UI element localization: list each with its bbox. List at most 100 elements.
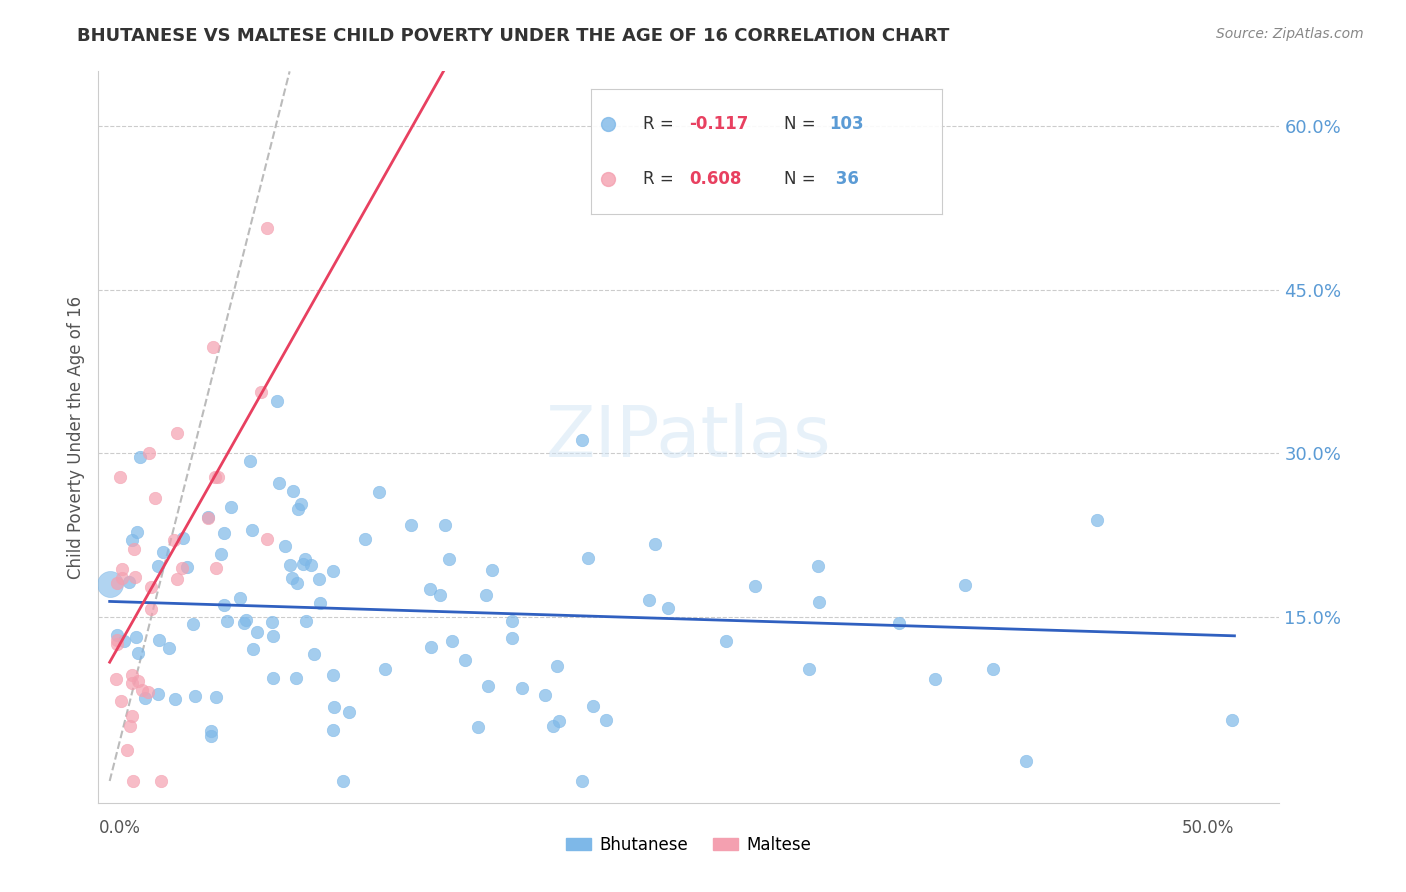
Point [322,564,344,578]
Point [429,588,451,602]
Text: 0.0%: 0.0% [98,819,141,838]
Point [131,683,153,698]
Point [981,662,1004,676]
Point [136,685,159,699]
Point [120,719,142,733]
Point [266,393,288,408]
Point [181,617,204,632]
Point [571,774,593,789]
Point [1222,713,1244,727]
Point [111,571,134,585]
Point [127,524,149,539]
Text: 36: 36 [830,170,859,188]
Point [332,774,354,789]
Point [214,598,236,612]
Point [139,581,162,595]
Point [285,671,308,685]
Point [249,384,271,399]
Point [285,576,308,591]
Point [437,552,460,566]
Point [125,631,148,645]
Point [111,562,134,576]
Point [121,676,143,690]
Point [337,706,360,720]
Point [200,729,222,743]
Point [127,646,149,660]
Point [475,588,498,602]
Text: -0.117: -0.117 [689,115,748,133]
Point [308,596,330,610]
Point [105,633,128,648]
Point [121,533,143,547]
Point [105,637,128,651]
Point [808,595,831,609]
Point [242,641,264,656]
Point [399,517,422,532]
Point [510,681,533,696]
Point [274,540,297,554]
Text: 0.608: 0.608 [689,170,741,188]
Point [110,694,132,708]
Point [204,469,226,483]
Point [256,532,278,546]
Point [299,558,322,573]
Point [163,691,186,706]
Point [501,614,523,628]
Point [294,552,316,566]
Point [128,450,150,464]
Point [533,689,555,703]
Point [953,578,976,592]
Point [98,577,121,591]
Point [124,570,146,584]
Point [354,532,377,546]
Point [262,630,284,644]
Text: 103: 103 [830,115,865,133]
Point [197,509,219,524]
Text: N =: N = [785,115,821,133]
Point [441,633,464,648]
Point [124,542,146,557]
Point [546,658,568,673]
Point [262,615,284,629]
Point [104,672,127,686]
Point [112,634,135,648]
Point [302,647,325,661]
Point [170,560,193,574]
Text: R =: R = [644,170,679,188]
Point [368,485,391,500]
Point [889,615,911,630]
Point [454,653,477,667]
Point [166,573,188,587]
Point [134,691,156,706]
Point [267,475,290,490]
Point [419,582,441,596]
Point [121,668,143,682]
Point [214,525,236,540]
Point [541,719,564,733]
Point [152,545,174,559]
Point [235,613,257,627]
Point [374,662,396,676]
Point [207,470,229,484]
Point [1085,513,1108,527]
Point [149,774,172,789]
Point [637,592,659,607]
Point [209,547,232,561]
Point [219,500,242,515]
Point [148,559,170,574]
Point [292,557,315,571]
Point [148,633,170,648]
Point [501,631,523,645]
Point [200,724,222,739]
Text: 50.0%: 50.0% [1182,819,1234,838]
Text: N =: N = [785,170,821,188]
Point [290,497,312,511]
Point [232,616,254,631]
Point [581,698,603,713]
Point [184,689,207,703]
Point [121,709,143,723]
Point [467,720,489,734]
Point [657,601,679,615]
Point [197,511,219,525]
Point [143,491,166,505]
